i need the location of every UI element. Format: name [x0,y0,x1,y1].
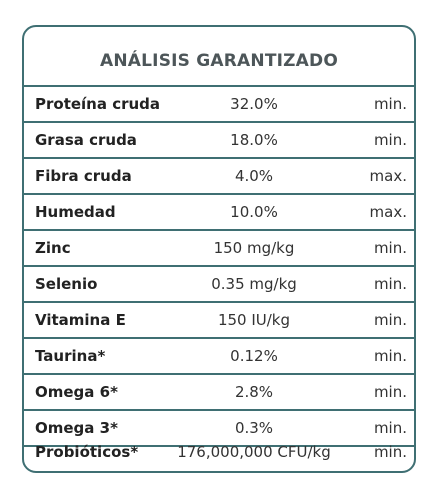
nutrient-value: 18.0% [230,131,278,149]
nutrient-name: Grasa cruda [35,131,137,149]
nutrient-value: 150 IU/kg [217,311,291,329]
row-divider [24,265,414,267]
row-divider [24,337,414,339]
nutrient-name: Taurina* [35,347,106,365]
table-row: Zinc 150 mg/kg min. [24,231,414,265]
nutrient-name: Selenio [35,275,98,293]
table-row: Omega 3* 0.3% min. [24,411,414,445]
row-divider [24,85,414,87]
row-divider [24,193,414,195]
nutrient-qualifier: min. [373,443,407,461]
row-divider [24,373,414,375]
row-divider [24,229,414,231]
row-divider [24,409,414,411]
table-row: Selenio 0.35 mg/kg min. [24,267,414,301]
nutrient-value: 176,000,000 CFU/kg [177,443,331,461]
nutrient-name: Humedad [35,203,116,221]
row-divider [24,445,414,447]
nutrient-name: Zinc [35,239,71,257]
row-divider [24,301,414,303]
table-row: Proteína cruda 32.0% min. [24,87,414,121]
nutrient-name: Fibra cruda [35,167,132,185]
nutrient-value: 0.12% [230,347,278,365]
nutrient-qualifier: min. [373,275,407,293]
row-divider [24,121,414,123]
table-row: Taurina* 0.12% min. [24,339,414,373]
guaranteed-analysis-card: ANÁLISIS GARANTIZADO Proteína cruda 32.0… [22,25,416,473]
nutrient-qualifier: min. [373,95,407,113]
nutrient-name: Proteína cruda [35,95,161,113]
table-row: Humedad 10.0% max. [24,195,414,229]
nutrient-value: 150 mg/kg [213,239,295,257]
table-row: Probióticos* 176,000,000 CFU/kg min. [24,435,414,469]
table-row: Vitamina E 150 IU/kg min. [24,303,414,337]
nutrient-name: Omega 6* [35,383,118,401]
nutrient-qualifier: min. [373,311,407,329]
nutrient-qualifier: min. [373,131,407,149]
nutrient-value: 10.0% [230,203,278,221]
nutrient-qualifier: max. [369,203,407,221]
nutrient-name: Probióticos* [35,443,139,461]
nutrient-qualifier: min. [373,239,407,257]
nutrient-name: Omega 3* [35,419,118,437]
nutrient-qualifier: max. [369,167,407,185]
nutrient-value: 2.8% [234,383,274,401]
table-title: ANÁLISIS GARANTIZADO [100,51,338,71]
nutrient-qualifier: min. [373,347,407,365]
nutrient-value: 0.35 mg/kg [211,275,297,293]
row-divider [24,157,414,159]
table-row: Grasa cruda 18.0% min. [24,123,414,157]
nutrient-qualifier: min. [373,383,407,401]
nutrient-value: 4.0% [234,167,274,185]
nutrient-value: 0.3% [234,419,274,437]
nutrient-value: 32.0% [230,95,278,113]
nutrient-qualifier: min. [373,419,407,437]
table-row: Omega 6* 2.8% min. [24,375,414,409]
nutrient-name: Vitamina E [35,311,126,329]
table-row: Fibra cruda 4.0% max. [24,159,414,193]
